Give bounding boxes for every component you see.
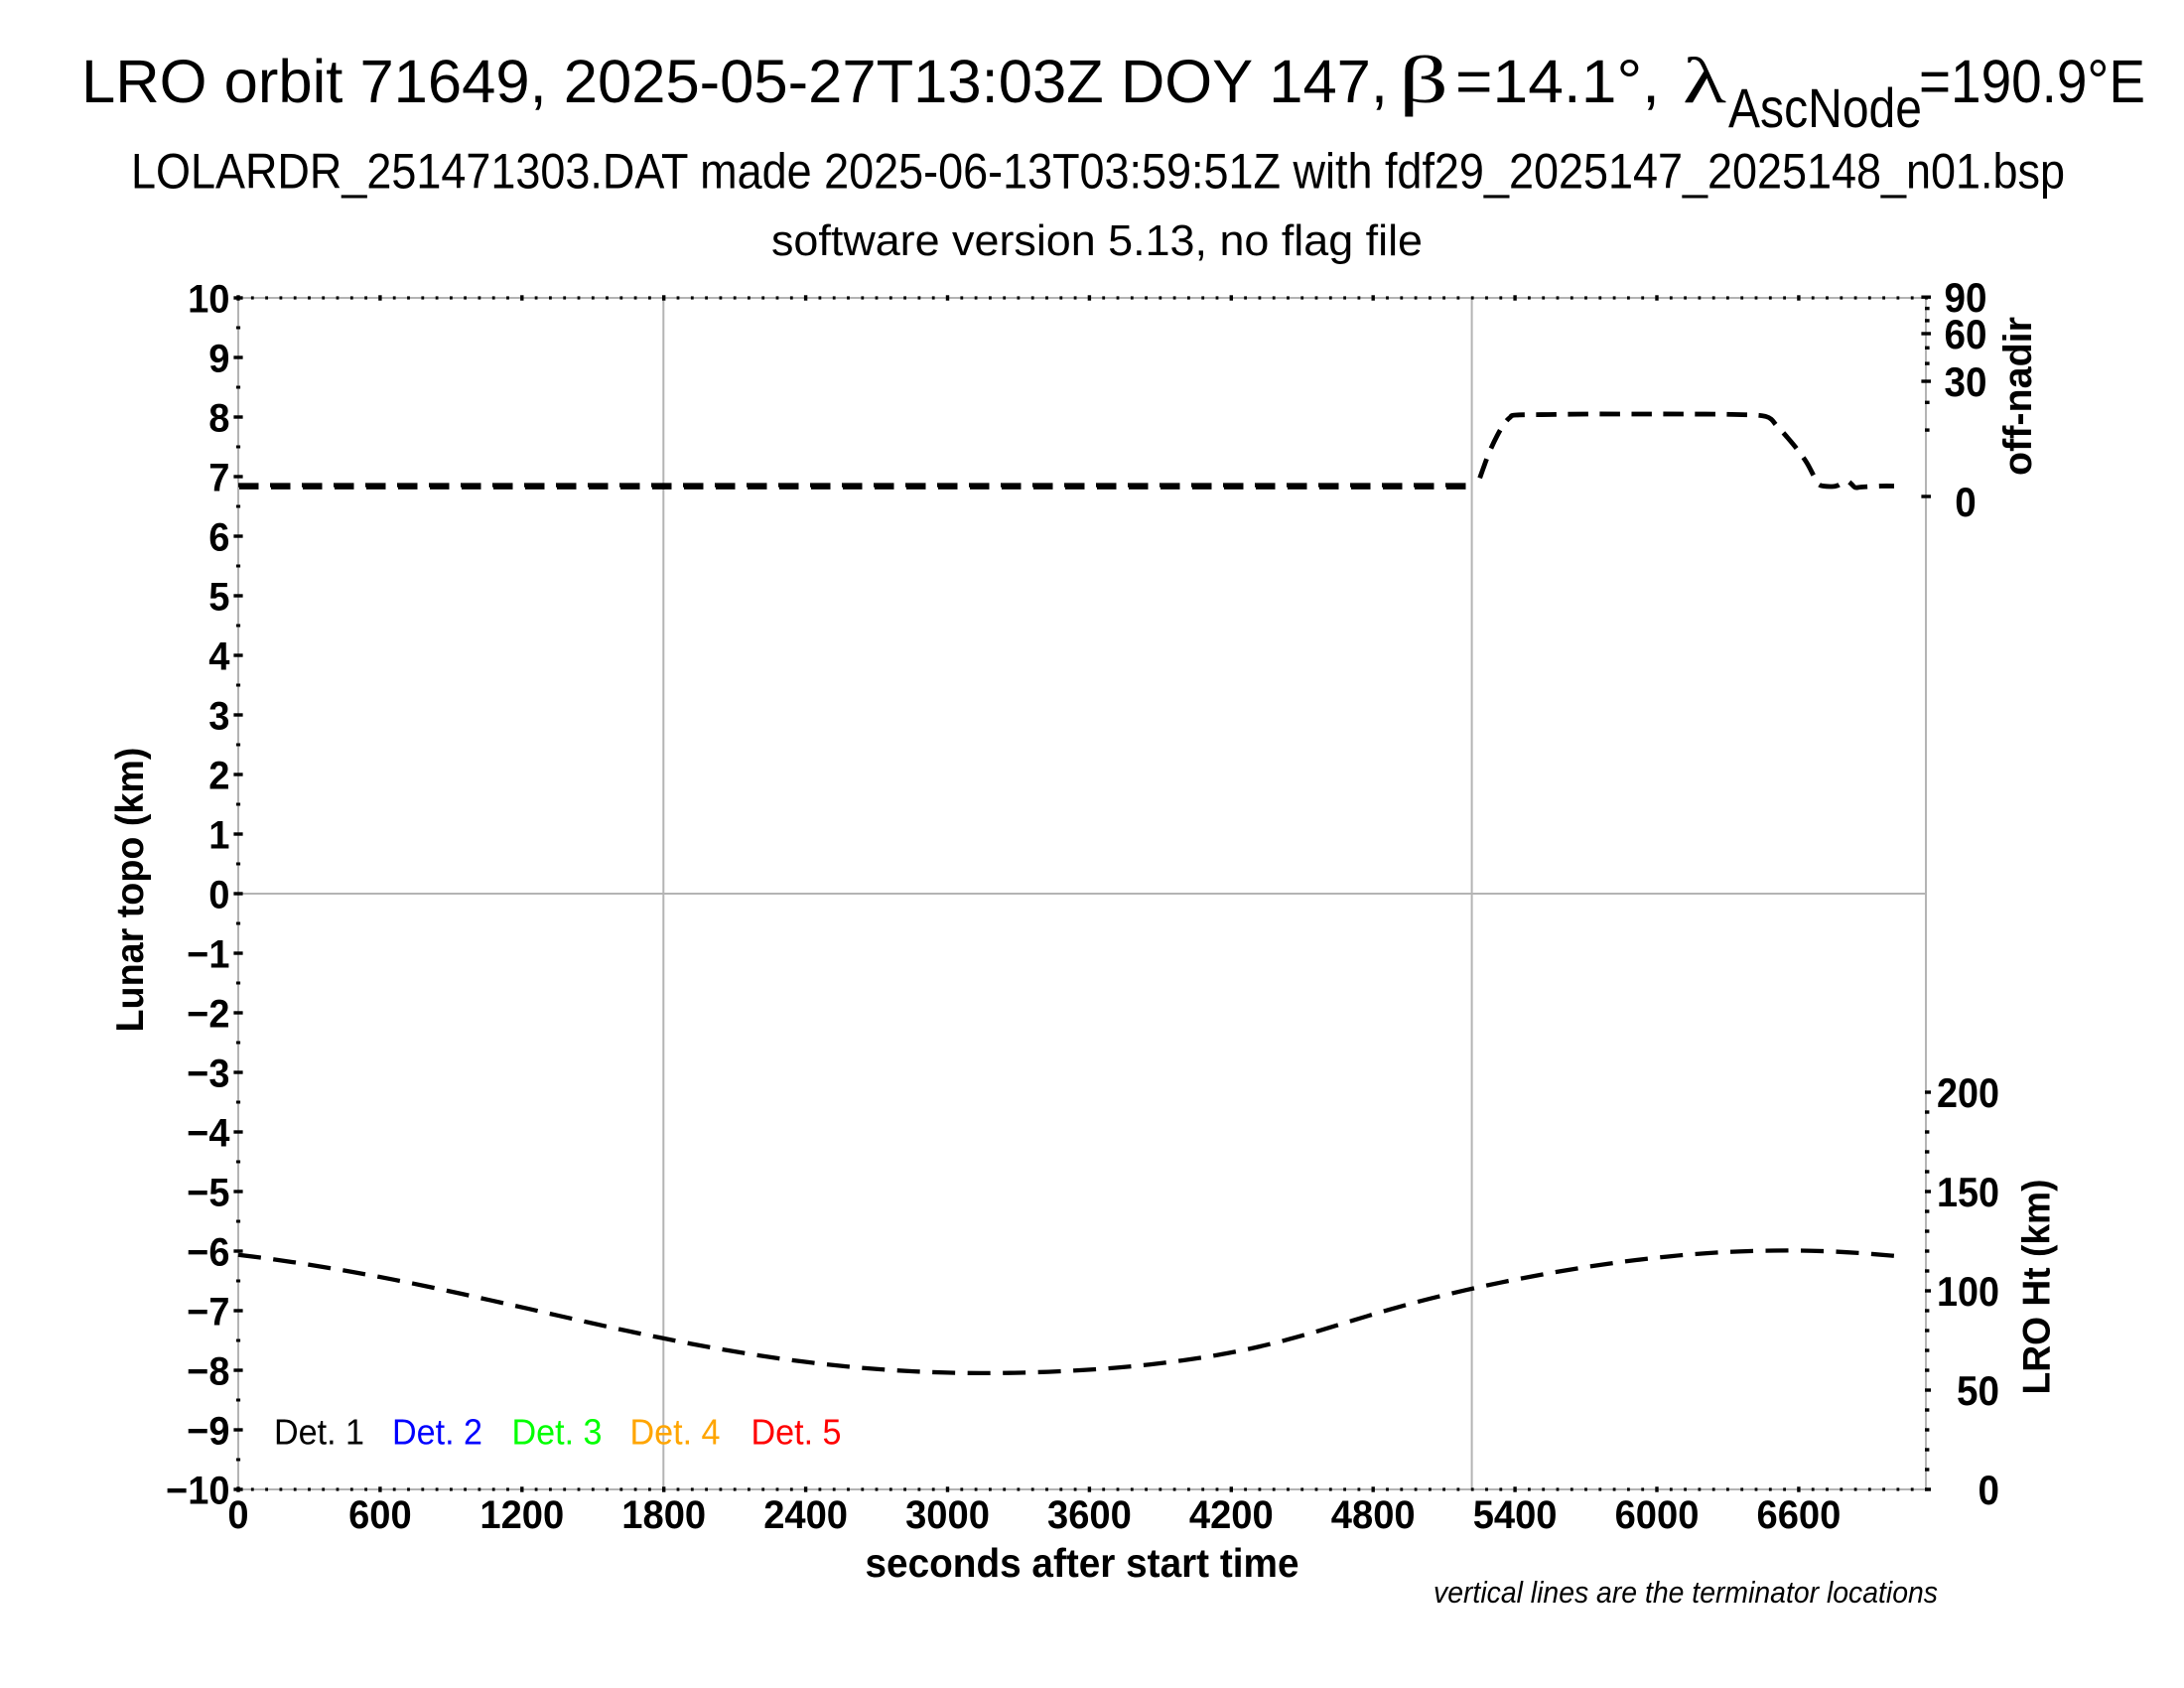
svg-text:0: 0 — [227, 1493, 248, 1537]
svg-text:LRO orbit 71649, 2025-05-27T13: LRO orbit 71649, 2025-05-27T13:03Z DOY 1… — [81, 48, 1388, 115]
svg-text:90: 90 — [1945, 274, 1987, 321]
svg-text:−6: −6 — [187, 1230, 229, 1274]
svg-text:software version 5.13, no flag: software version 5.13, no flag file — [771, 216, 1423, 265]
svg-text:AscNode: AscNode — [1728, 76, 1922, 139]
svg-text:5400: 5400 — [1473, 1493, 1558, 1537]
svg-text:LOLARDR_251471303.DAT made 202: LOLARDR_251471303.DAT made 2025-06-13T03… — [131, 144, 2065, 200]
svg-text:8: 8 — [208, 396, 229, 440]
svg-text:3600: 3600 — [1047, 1493, 1132, 1537]
svg-text:60: 60 — [1945, 311, 1987, 357]
svg-text:−1: −1 — [187, 932, 229, 976]
svg-text:6: 6 — [208, 515, 229, 559]
svg-text:=14.1°,: =14.1°, — [1455, 48, 1660, 115]
svg-text:Lunar topo (km): Lunar topo (km) — [109, 748, 152, 1033]
svg-text:30: 30 — [1945, 358, 1987, 405]
svg-text:−4: −4 — [187, 1111, 230, 1155]
svg-text:Det. 1: Det. 1 — [274, 1412, 364, 1453]
svg-text:4: 4 — [208, 634, 230, 678]
svg-text:0: 0 — [1979, 1467, 2000, 1513]
svg-text:1800: 1800 — [621, 1493, 706, 1537]
svg-text:−8: −8 — [187, 1349, 229, 1393]
svg-text:100: 100 — [1937, 1268, 1999, 1315]
svg-text:50: 50 — [1957, 1367, 1999, 1414]
svg-text:λ: λ — [1683, 45, 1726, 117]
svg-text:−9: −9 — [187, 1409, 229, 1453]
svg-text:10: 10 — [188, 277, 229, 321]
svg-text:seconds after start time: seconds after start time — [866, 1540, 1299, 1586]
svg-text:off-nadir: off-nadir — [1996, 317, 2040, 476]
svg-text:1200: 1200 — [479, 1493, 564, 1537]
svg-text:200: 200 — [1937, 1069, 1999, 1116]
svg-text:Det. 2: Det. 2 — [392, 1412, 482, 1453]
svg-text:2400: 2400 — [763, 1493, 848, 1537]
svg-text:6000: 6000 — [1615, 1493, 1700, 1537]
svg-text:=190.9°E: =190.9°E — [1919, 48, 2145, 115]
svg-text:6600: 6600 — [1757, 1493, 1842, 1537]
svg-text:Det. 3: Det. 3 — [512, 1412, 603, 1453]
svg-text:9: 9 — [208, 337, 229, 380]
svg-text:4800: 4800 — [1331, 1493, 1416, 1537]
svg-text:4200: 4200 — [1189, 1493, 1274, 1537]
svg-text:0: 0 — [208, 873, 229, 916]
svg-text:−5: −5 — [187, 1171, 229, 1214]
svg-text:2: 2 — [208, 754, 229, 797]
svg-text:5: 5 — [208, 575, 229, 619]
svg-text:Det. 4: Det. 4 — [630, 1412, 721, 1453]
svg-text:0: 0 — [1955, 479, 1977, 525]
svg-text:−2: −2 — [187, 992, 229, 1036]
svg-text:LRO Ht (km): LRO Ht (km) — [2016, 1180, 2059, 1395]
svg-text:−3: −3 — [187, 1052, 229, 1095]
svg-text:1: 1 — [208, 813, 229, 857]
svg-text:150: 150 — [1937, 1169, 1999, 1215]
svg-text:7: 7 — [208, 456, 229, 499]
svg-text:Det. 5: Det. 5 — [751, 1412, 842, 1453]
svg-text:−10: −10 — [166, 1469, 229, 1512]
svg-text:−7: −7 — [187, 1290, 229, 1334]
svg-text:3: 3 — [208, 694, 229, 738]
svg-text:vertical lines are the termina: vertical lines are the terminator locati… — [1433, 1575, 1938, 1610]
svg-text:600: 600 — [348, 1493, 412, 1537]
svg-text:3000: 3000 — [905, 1493, 990, 1537]
svg-text:β: β — [1399, 42, 1448, 117]
